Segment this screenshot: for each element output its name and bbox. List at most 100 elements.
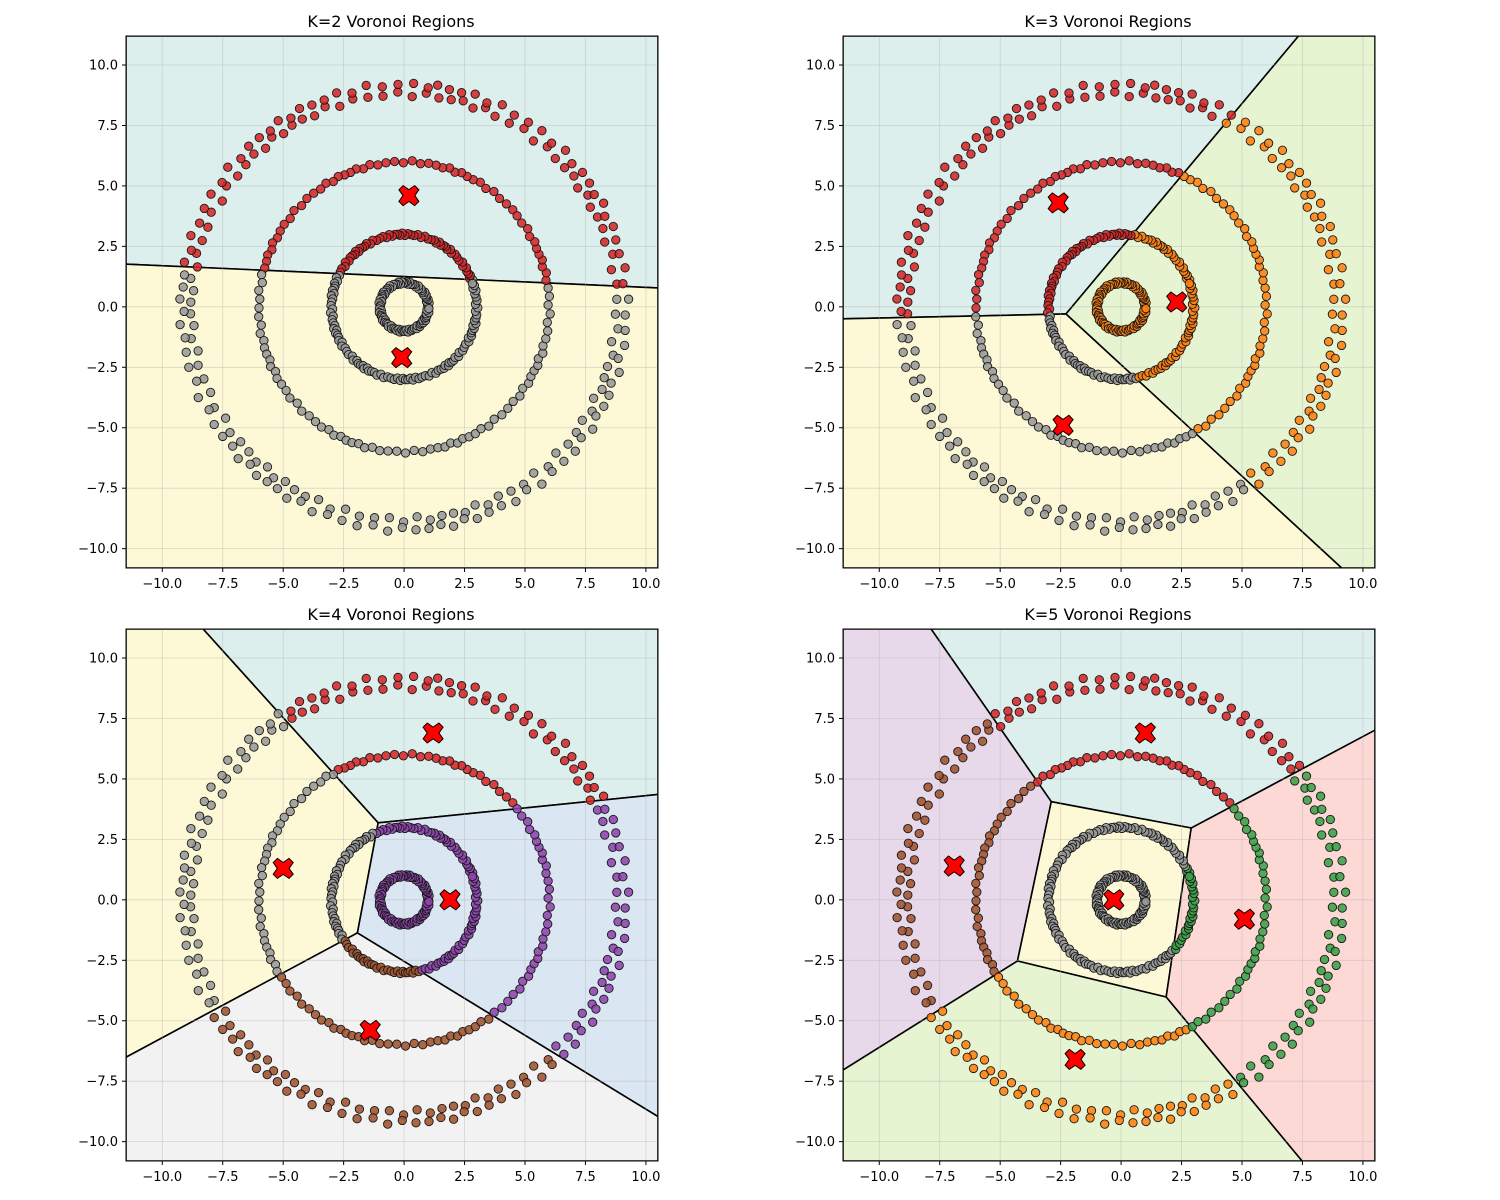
data-point <box>576 1026 586 1036</box>
data-point <box>567 159 577 169</box>
data-point <box>1329 887 1339 897</box>
data-point <box>497 693 507 703</box>
data-point <box>470 500 480 510</box>
data-point <box>206 207 216 217</box>
data-point <box>619 933 630 944</box>
data-point <box>1280 439 1290 449</box>
data-point <box>424 158 434 168</box>
data-point <box>1013 1089 1023 1099</box>
data-point <box>573 183 583 193</box>
data-point <box>175 887 185 897</box>
y-tick-label: 0.0 <box>814 300 835 315</box>
data-point <box>545 902 555 912</box>
data-point <box>1129 512 1139 522</box>
data-point <box>547 1059 557 1070</box>
data-point <box>588 424 598 434</box>
data-point <box>896 863 907 873</box>
data-point <box>914 235 924 246</box>
data-point <box>1240 710 1251 720</box>
voronoi-regions <box>843 629 1375 1161</box>
data-point <box>1165 1114 1176 1124</box>
data-point <box>254 312 264 322</box>
data-point <box>997 1069 1008 1080</box>
data-point <box>971 312 981 322</box>
data-point <box>1206 1007 1216 1017</box>
data-point <box>953 153 963 164</box>
data-point <box>1258 927 1268 937</box>
data-point <box>620 325 630 336</box>
data-point <box>321 178 331 188</box>
data-point <box>515 984 525 994</box>
data-point <box>547 466 557 477</box>
data-point <box>602 361 613 372</box>
data-point <box>484 1014 494 1024</box>
data-point <box>588 393 599 403</box>
data-point <box>444 84 455 95</box>
data-point <box>186 823 196 834</box>
data-point <box>996 219 1006 229</box>
data-point <box>543 283 553 293</box>
data-point <box>193 392 203 403</box>
data-point <box>262 462 273 472</box>
data-point <box>501 792 512 802</box>
data-point <box>1323 971 1333 981</box>
data-point <box>606 337 617 347</box>
data-point <box>175 912 185 923</box>
data-point <box>307 693 317 703</box>
data-point <box>606 930 617 940</box>
axes-frame <box>125 35 659 569</box>
x-tick-label: −10.0 <box>142 577 182 592</box>
panel-title: K=5 Voronoi Regions <box>1024 605 1191 624</box>
data-point <box>233 764 243 774</box>
panel-title: K=4 Voronoi Regions <box>307 605 474 624</box>
centroid-marker <box>422 722 444 744</box>
data-point <box>340 504 351 514</box>
data-point <box>1024 100 1034 110</box>
data-point <box>310 416 321 427</box>
data-point <box>508 989 518 1000</box>
y-tick-label: −5.0 <box>86 1014 118 1029</box>
y-tick-label: 10.0 <box>806 652 835 667</box>
x-tick-label: 0.0 <box>1111 577 1132 592</box>
data-point <box>901 955 911 965</box>
data-point <box>456 88 467 98</box>
data-point <box>1240 117 1251 127</box>
data-point <box>254 878 264 889</box>
data-point <box>296 1089 306 1099</box>
data-point <box>921 405 931 415</box>
data-point <box>217 789 227 799</box>
data-point <box>1165 521 1176 531</box>
data-point <box>909 376 919 386</box>
data-point <box>588 986 599 996</box>
data-point <box>193 346 203 356</box>
data-point <box>260 143 271 153</box>
data-point <box>294 103 305 114</box>
data-point <box>1206 414 1216 424</box>
data-point <box>1245 729 1256 739</box>
data-point <box>280 476 291 487</box>
data-point <box>979 1055 990 1065</box>
data-point <box>251 470 262 481</box>
data-point <box>1267 746 1277 757</box>
x-tick-label: 7.5 <box>1292 1170 1313 1185</box>
data-point <box>979 462 990 472</box>
data-point <box>950 1046 960 1057</box>
data-point <box>285 986 295 996</box>
data-point <box>545 309 555 319</box>
data-point <box>1260 919 1270 929</box>
data-point <box>1221 711 1231 721</box>
data-point <box>393 680 403 690</box>
data-point <box>1323 930 1334 940</box>
data-point <box>508 396 518 407</box>
data-point <box>503 996 513 1006</box>
data-point <box>937 1006 948 1016</box>
data-point <box>1232 984 1242 994</box>
data-point <box>1026 704 1037 714</box>
x-tick-label: 0.0 <box>394 1170 415 1185</box>
data-point <box>591 411 601 421</box>
data-point <box>895 875 905 885</box>
data-point <box>1238 485 1249 495</box>
data-point <box>542 910 552 921</box>
grid <box>126 36 658 568</box>
data-point <box>178 282 188 292</box>
